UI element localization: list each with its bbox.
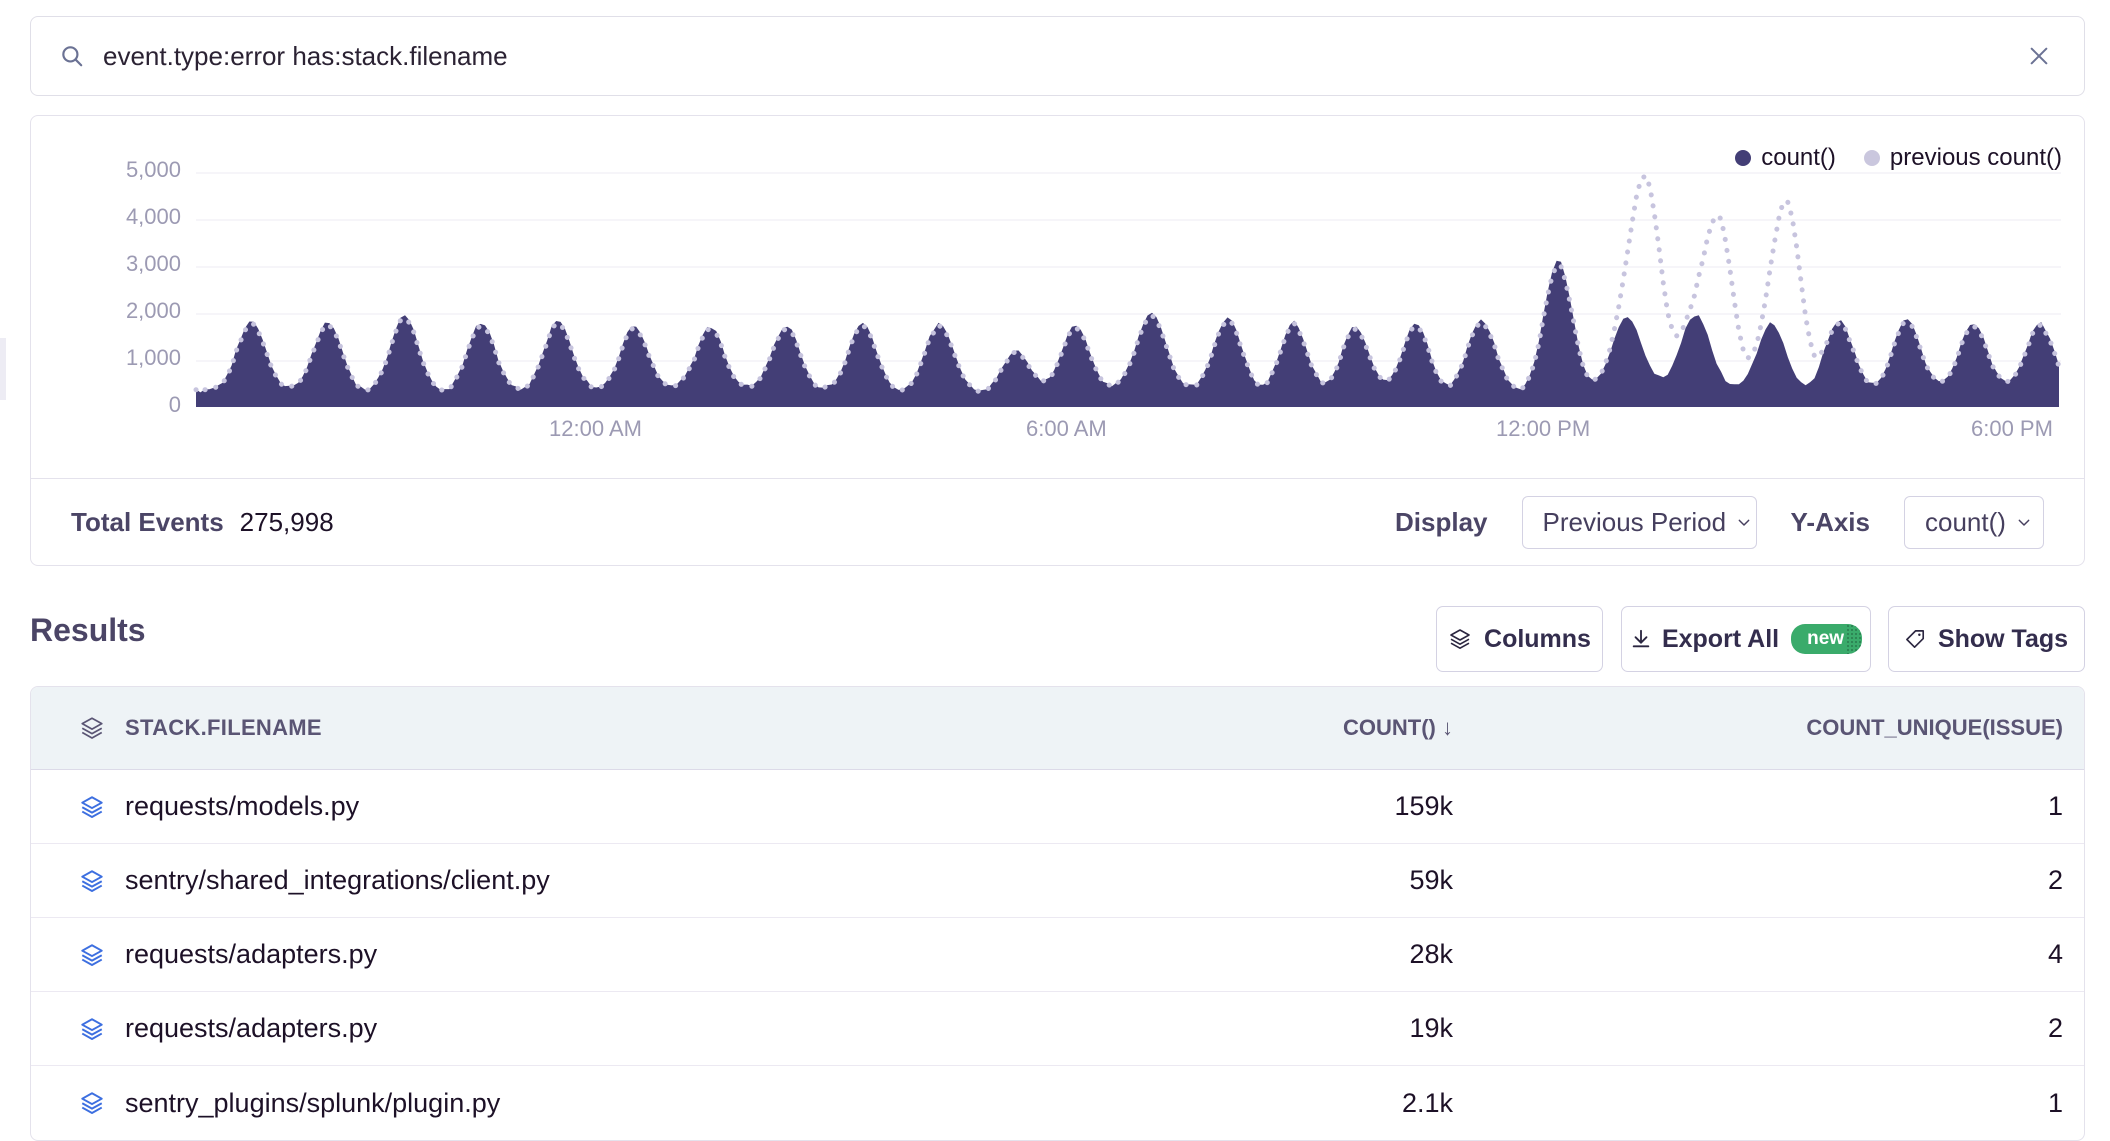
- svg-text:1,000: 1,000: [126, 345, 181, 370]
- svg-text:3,000: 3,000: [126, 251, 181, 276]
- svg-text:0: 0: [169, 392, 181, 417]
- svg-text:2,000: 2,000: [126, 298, 181, 323]
- svg-text:5,000: 5,000: [126, 157, 181, 182]
- svg-text:4,000: 4,000: [126, 204, 181, 229]
